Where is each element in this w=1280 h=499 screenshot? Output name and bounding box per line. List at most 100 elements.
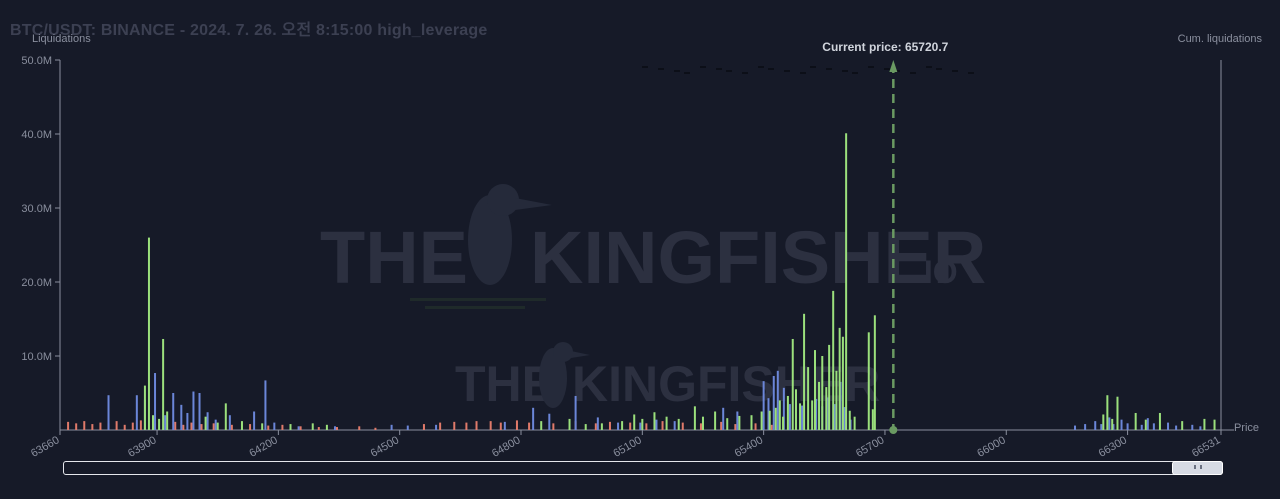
liquidation-bar xyxy=(212,423,215,430)
liquidation-bar xyxy=(228,415,231,430)
liquidation-bar xyxy=(803,313,806,430)
liquidation-bar xyxy=(152,415,155,430)
liquidation-bar xyxy=(186,412,189,430)
liquidation-bar xyxy=(641,418,644,430)
kingfisher-logo-small-icon xyxy=(539,342,590,408)
liquidation-bar xyxy=(754,423,757,430)
liquidation-bar xyxy=(264,380,267,430)
x-tick-label: 65700 xyxy=(854,434,886,460)
liquidation-bar xyxy=(1146,418,1149,430)
current-price-marker: Current price: 65720.7 xyxy=(822,40,949,434)
grip-icon[interactable] xyxy=(1193,465,1202,469)
x-ticks: 63660 63900 64200 64500 64800 65100 65400 65700… xyxy=(29,430,1223,460)
liquidation-bar xyxy=(633,414,636,430)
liquidation-bar xyxy=(750,415,753,430)
liquidation-bar xyxy=(832,290,835,430)
watermark-text-right: KINGFISHER xyxy=(530,216,986,299)
liquidation-bar xyxy=(1100,424,1103,430)
liquidation-bar xyxy=(1144,419,1147,430)
liquidation-bar xyxy=(214,419,217,430)
liquidation-bar xyxy=(240,421,243,430)
liquidation-bar xyxy=(1191,424,1194,430)
liquidation-bar xyxy=(216,422,219,430)
liquidation-bar xyxy=(782,416,785,430)
liquidation-bar xyxy=(162,338,165,430)
liquidation-bar xyxy=(770,424,773,430)
x-tick-label: 65400 xyxy=(733,434,765,460)
liquidation-bar xyxy=(794,389,797,430)
liquidation-bar xyxy=(499,422,502,430)
liquidation-bar xyxy=(699,423,702,430)
y-tick-label: 50.0M xyxy=(21,55,52,67)
liquidation-bar xyxy=(621,421,624,430)
liquidation-bar xyxy=(158,418,161,430)
liquidation-bar xyxy=(75,423,78,430)
dash-mark xyxy=(800,72,806,74)
dash-marks xyxy=(642,66,974,74)
liquidation-bar xyxy=(333,426,336,430)
chart-title: BTC/USDT: BINANCE - 2024. 7. 26. 오전 8:15… xyxy=(10,22,488,39)
dash-mark xyxy=(784,70,790,72)
liquidation-bar xyxy=(838,327,841,430)
y2-axis-title: Cum. liquidations xyxy=(1177,33,1262,45)
x-tick-label: 65100 xyxy=(611,434,643,460)
dash-mark xyxy=(936,68,942,70)
liquidation-bar xyxy=(528,422,531,430)
liquidation-bar xyxy=(833,404,836,430)
liquidation-bar xyxy=(726,418,729,430)
liquidation-bar xyxy=(182,424,185,430)
liquidation-bar xyxy=(596,417,599,430)
range-scrollbar[interactable] xyxy=(63,461,1223,475)
liquidation-bar xyxy=(198,393,201,430)
liquidation-bar xyxy=(180,404,183,430)
dash-mark xyxy=(674,70,680,72)
liquidation-bar xyxy=(655,419,658,430)
liquidation-bar xyxy=(594,423,597,430)
y-tick-label: 30.0M xyxy=(21,203,52,215)
x-tick-label: 64800 xyxy=(490,434,522,460)
liquidation-bar xyxy=(1140,424,1143,430)
dash-mark xyxy=(726,70,732,72)
liquidation-bar xyxy=(843,407,846,430)
liquidation-bar xyxy=(738,415,741,430)
liquidation-bar xyxy=(107,395,110,430)
liquidation-bar xyxy=(358,426,361,430)
liquidation-bar xyxy=(821,356,824,430)
dash-mark xyxy=(758,66,764,68)
liquidation-bar xyxy=(166,411,169,430)
liquidation-bar xyxy=(736,411,739,430)
dash-mark xyxy=(742,72,748,74)
liquidation-bar xyxy=(772,375,775,430)
range-scroll-thumb[interactable] xyxy=(1172,461,1223,475)
liquidation-bar xyxy=(67,421,70,430)
liquidation-bar xyxy=(390,424,393,430)
x-tick-label: 63900 xyxy=(126,434,158,460)
liquidation-bar xyxy=(762,381,765,430)
dash-mark xyxy=(642,66,648,68)
liquidation-bar xyxy=(1102,414,1105,430)
liquidation-bar xyxy=(807,367,810,430)
liquidation-bar xyxy=(453,421,456,430)
liquidation-bar xyxy=(1120,419,1123,430)
liquidation-bar xyxy=(778,400,781,430)
liquidation-bar xyxy=(1181,421,1184,430)
liquidation-bar xyxy=(665,416,668,430)
dash-mark xyxy=(968,72,974,74)
liquidation-bar xyxy=(786,395,789,430)
liquidation-bar xyxy=(261,423,264,430)
liquidation-bar xyxy=(720,421,723,430)
dash-mark xyxy=(852,72,858,74)
liquidation-bar xyxy=(818,381,821,430)
liquidation-bar xyxy=(489,421,492,430)
liquidation-bar xyxy=(299,426,302,430)
liquidation-bar xyxy=(1106,395,1109,430)
liquidation-bar xyxy=(281,424,284,430)
liquidation-bar xyxy=(1116,396,1119,430)
liquidation-bar xyxy=(475,421,478,430)
dash-mark xyxy=(810,66,816,68)
liquidation-bar xyxy=(422,424,425,430)
liquidation-bar xyxy=(115,421,118,430)
liquidation-bar xyxy=(841,336,844,430)
liquidation-bar xyxy=(734,424,737,430)
